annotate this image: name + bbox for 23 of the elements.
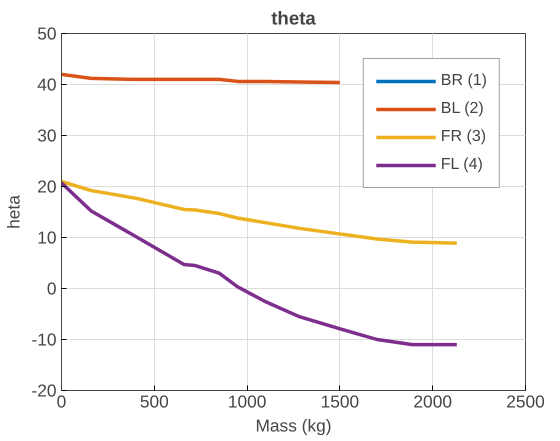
- line-series: [62, 180, 459, 245]
- x-axis-title: Mass (kg): [255, 416, 332, 436]
- legend-label: BR (1): [440, 72, 487, 90]
- chart-title: theta: [271, 8, 316, 28]
- y-axis-title: heta: [3, 194, 24, 229]
- line-series: [62, 72, 342, 84]
- legend-label: FL (4): [440, 156, 483, 174]
- y-tick-label: 30: [37, 126, 57, 146]
- legend-label: BL (2): [440, 100, 484, 118]
- x-tick-label: 2000: [413, 392, 452, 412]
- line-series: [62, 181, 459, 346]
- y-tick-label: 10: [37, 228, 57, 248]
- legend-label: FR (3): [440, 128, 486, 146]
- y-tick-label: 0: [46, 278, 57, 298]
- y-tick-label: 40: [37, 74, 57, 94]
- y-tick-label: 50: [37, 24, 57, 44]
- y-tick-label: -10: [31, 330, 56, 350]
- x-tick-label: 500: [140, 392, 169, 412]
- x-tick-label: 2500: [506, 392, 545, 412]
- x-tick-label: 1000: [228, 392, 266, 412]
- x-tick-label: 1500: [320, 392, 360, 412]
- y-tick-label: 20: [37, 176, 57, 196]
- y-tick-label: -20: [31, 380, 56, 400]
